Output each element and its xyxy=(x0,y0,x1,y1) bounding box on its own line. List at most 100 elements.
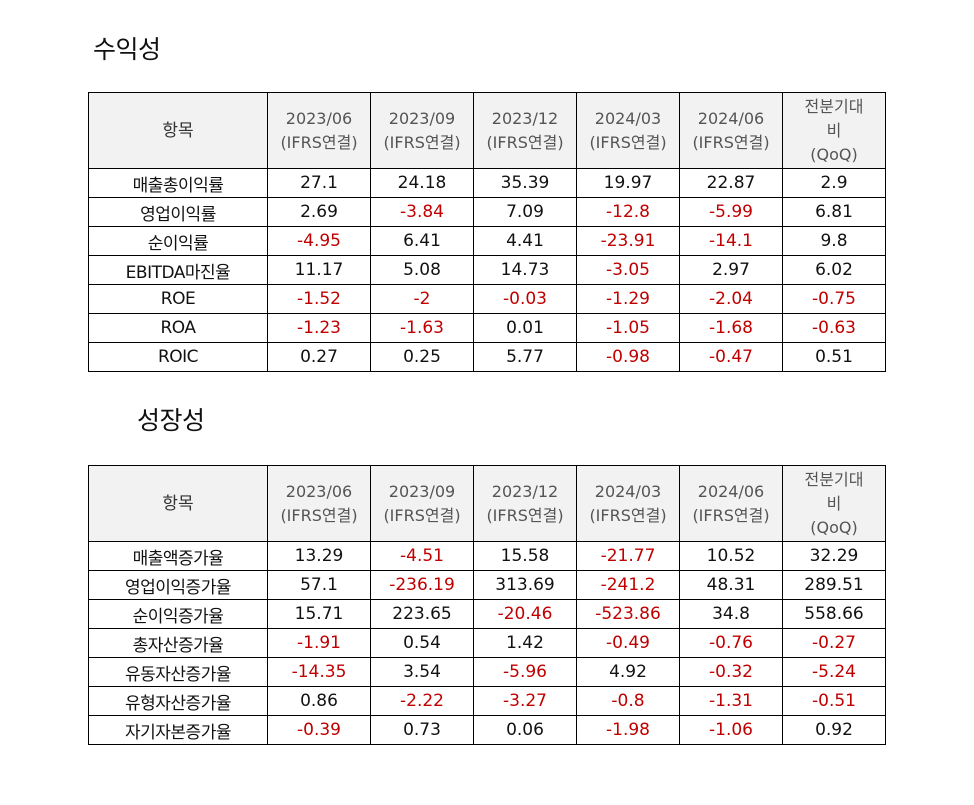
header-qoq: 전분기대 비 (QoQ) xyxy=(782,92,886,169)
header-row: 항목 2023/06 (IFRS연결) 2023/09 (IFRS연결) 2023/… xyxy=(88,465,886,542)
value-cell: 5.77 xyxy=(473,342,577,372)
value-cell: -241.2 xyxy=(576,570,680,600)
value-cell: -0.49 xyxy=(576,628,680,658)
table-row: 영업이익증가율 57.1 -236.19 313.69 -241.2 48.31 289.5… xyxy=(88,570,886,600)
value-cell: 0.25 xyxy=(370,342,474,372)
value-cell: -0.75 xyxy=(782,284,886,314)
value-cell: -1.68 xyxy=(679,313,783,343)
value-cell: -3.27 xyxy=(473,686,577,716)
header-period: 2023/09 (IFRS연결) xyxy=(370,465,474,542)
value-cell: 0.86 xyxy=(267,686,371,716)
value-cell: 0.06 xyxy=(473,715,577,745)
value-cell: 32.29 xyxy=(782,541,886,571)
value-cell: 0.51 xyxy=(782,342,886,372)
row-label: 순이익증가율 xyxy=(88,599,268,629)
header-period: 2023/09 (IFRS연결) xyxy=(370,92,474,169)
value-cell: 558.66 xyxy=(782,599,886,629)
value-cell: -0.39 xyxy=(267,715,371,745)
header-period: 2024/06 (IFRS연결) xyxy=(679,465,783,542)
value-cell: 289.51 xyxy=(782,570,886,600)
value-cell: -0.27 xyxy=(782,628,886,658)
table-row: 총자산증가율 -1.91 0.54 1.42 -0.49 -0.76 -0.27 xyxy=(88,628,886,658)
value-cell: 2.9 xyxy=(782,168,886,198)
growth-table: 항목 2023/06 (IFRS연결) 2023/09 (IFRS연결) 2023/… xyxy=(88,465,886,745)
header-item: 항목 xyxy=(88,465,268,542)
row-label: 매출총이익률 xyxy=(88,168,268,198)
header-period: 2023/12 (IFRS연결) xyxy=(473,465,577,542)
value-cell: 0.01 xyxy=(473,313,577,343)
table-row: 영업이익률 2.69 -3.84 7.09 -12.8 -5.99 6.81 xyxy=(88,197,886,227)
value-cell: 27.1 xyxy=(267,168,371,198)
value-cell: 57.1 xyxy=(267,570,371,600)
value-cell: -1.31 xyxy=(679,686,783,716)
row-label: EBITDA마진율 xyxy=(88,255,268,285)
value-cell: -4.95 xyxy=(267,226,371,256)
value-cell: 5.08 xyxy=(370,255,474,285)
header-period: 2024/03 (IFRS연결) xyxy=(576,92,680,169)
value-cell: 15.58 xyxy=(473,541,577,571)
value-cell: -1.63 xyxy=(370,313,474,343)
value-cell: -1.91 xyxy=(267,628,371,658)
row-label: 자기자본증가율 xyxy=(88,715,268,745)
row-label: 총자산증가율 xyxy=(88,628,268,658)
value-cell: -0.32 xyxy=(679,657,783,687)
value-cell: -0.76 xyxy=(679,628,783,658)
value-cell: -5.24 xyxy=(782,657,886,687)
value-cell: -14.1 xyxy=(679,226,783,256)
value-cell: -1.52 xyxy=(267,284,371,314)
value-cell: -1.29 xyxy=(576,284,680,314)
table-row: EBITDA마진율 11.17 5.08 14.73 -3.05 2.97 6.02 xyxy=(88,255,886,285)
value-cell: -523.86 xyxy=(576,599,680,629)
profitability-table: 항목 2023/06 (IFRS연결) 2023/09 (IFRS연결) 2023/… xyxy=(88,92,886,372)
table-row: 매출액증가율 13.29 -4.51 15.58 -21.77 10.52 32.29 xyxy=(88,541,886,571)
value-cell: -20.46 xyxy=(473,599,577,629)
value-cell: 13.29 xyxy=(267,541,371,571)
growth-title: 성장성 xyxy=(137,406,205,435)
header-period: 2024/06 (IFRS연결) xyxy=(679,92,783,169)
header-item: 항목 xyxy=(88,92,268,169)
value-cell: 4.92 xyxy=(576,657,680,687)
value-cell: -12.8 xyxy=(576,197,680,227)
value-cell: -5.96 xyxy=(473,657,577,687)
value-cell: -21.77 xyxy=(576,541,680,571)
value-cell: -2.04 xyxy=(679,284,783,314)
value-cell: -0.8 xyxy=(576,686,680,716)
value-cell: 6.81 xyxy=(782,197,886,227)
value-cell: 22.87 xyxy=(679,168,783,198)
value-cell: 35.39 xyxy=(473,168,577,198)
value-cell: 15.71 xyxy=(267,599,371,629)
value-cell: 0.92 xyxy=(782,715,886,745)
value-cell: -1.98 xyxy=(576,715,680,745)
value-cell: 2.97 xyxy=(679,255,783,285)
row-label: 순이익률 xyxy=(88,226,268,256)
row-label: ROE xyxy=(88,284,268,314)
table-row: 자기자본증가율 -0.39 0.73 0.06 -1.98 -1.06 0.92 xyxy=(88,715,886,745)
value-cell: -1.05 xyxy=(576,313,680,343)
table-row: 매출총이익률 27.1 24.18 35.39 19.97 22.87 2.9 xyxy=(88,168,886,198)
value-cell: 19.97 xyxy=(576,168,680,198)
value-cell: 223.65 xyxy=(370,599,474,629)
header-period: 2023/12 (IFRS연결) xyxy=(473,92,577,169)
row-label: 영업이익증가율 xyxy=(88,570,268,600)
profitability-title: 수익성 xyxy=(93,35,161,64)
value-cell: -3.84 xyxy=(370,197,474,227)
table-row: 순이익증가율 15.71 223.65 -20.46 -523.86 34.8 558.66 xyxy=(88,599,886,629)
row-label: ROA xyxy=(88,313,268,343)
value-cell: 14.73 xyxy=(473,255,577,285)
value-cell: -5.99 xyxy=(679,197,783,227)
value-cell: -0.98 xyxy=(576,342,680,372)
value-cell: 313.69 xyxy=(473,570,577,600)
value-cell: 2.69 xyxy=(267,197,371,227)
value-cell: -0.51 xyxy=(782,686,886,716)
header-row: 항목 2023/06 (IFRS연결) 2023/09 (IFRS연결) 2023/… xyxy=(88,92,886,169)
value-cell: -23.91 xyxy=(576,226,680,256)
table-row: ROE -1.52 -2 -0.03 -1.29 -2.04 -0.75 xyxy=(88,284,886,314)
row-label: 유형자산증가율 xyxy=(88,686,268,716)
value-cell: 10.52 xyxy=(679,541,783,571)
value-cell: 48.31 xyxy=(679,570,783,600)
value-cell: -0.47 xyxy=(679,342,783,372)
value-cell: 1.42 xyxy=(473,628,577,658)
value-cell: 3.54 xyxy=(370,657,474,687)
value-cell: 0.73 xyxy=(370,715,474,745)
value-cell: 24.18 xyxy=(370,168,474,198)
